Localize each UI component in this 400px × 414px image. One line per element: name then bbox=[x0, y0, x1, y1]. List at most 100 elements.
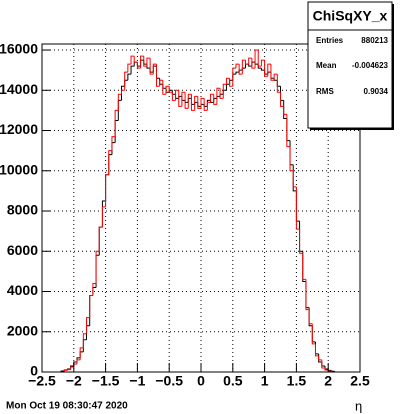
y-tick-label: 2000 bbox=[7, 322, 38, 338]
histogram-bin bbox=[273, 73, 278, 81]
y-tick-label: 12000 bbox=[0, 121, 38, 137]
plot-area bbox=[41, 44, 361, 373]
histogram-bin bbox=[210, 93, 214, 103]
y-tick-label: 16000 bbox=[0, 41, 38, 57]
y-tick-label: 14000 bbox=[0, 81, 38, 97]
histogram-bin bbox=[162, 80, 167, 95]
histogram-bin bbox=[248, 57, 252, 65]
histogram-bin bbox=[318, 355, 322, 361]
y-tick-label: 8000 bbox=[7, 202, 38, 218]
histogram-bin bbox=[206, 101, 211, 111]
stats-label: Mean bbox=[316, 61, 337, 70]
histogram-bin bbox=[114, 109, 119, 137]
histogram-bin bbox=[308, 309, 313, 325]
histogram-bin bbox=[229, 78, 233, 87]
histogram-bin bbox=[305, 279, 310, 311]
histogram-bin bbox=[187, 93, 192, 109]
histogram-bin bbox=[133, 56, 138, 63]
histogram-bin bbox=[251, 58, 256, 69]
histogram-bin bbox=[264, 60, 268, 77]
histogram-bin bbox=[267, 63, 271, 77]
histogram-bin bbox=[111, 136, 116, 151]
histogram-bin bbox=[76, 359, 81, 364]
histogram-bin bbox=[283, 106, 287, 115]
x-tick-label: 0.5 bbox=[223, 373, 243, 389]
histogram-bin bbox=[216, 87, 221, 105]
histogram-bin bbox=[86, 317, 90, 334]
histogram-bin bbox=[299, 229, 303, 254]
histogram-bin bbox=[181, 91, 186, 107]
histogram-bin bbox=[213, 94, 217, 105]
histogram-bin bbox=[79, 347, 84, 360]
histogram-bin bbox=[238, 64, 243, 75]
histogram-bin bbox=[197, 96, 201, 109]
histogram-bin bbox=[190, 94, 195, 111]
histogram-bin bbox=[98, 226, 103, 252]
x-tick-label: −1 bbox=[129, 373, 145, 389]
histogram-bin bbox=[254, 49, 259, 69]
footer: Mon Oct 19 08:30:47 2020 bbox=[6, 401, 128, 412]
histogram-bin bbox=[302, 253, 306, 280]
histogram-bin bbox=[82, 333, 87, 348]
histogram-bin bbox=[270, 64, 275, 81]
histogram-bin bbox=[175, 89, 179, 101]
x-tick-label: −0.5 bbox=[155, 373, 183, 389]
x-tick-label: 1.5 bbox=[287, 373, 307, 389]
histogram-bin bbox=[89, 295, 93, 318]
histogram-bin bbox=[219, 88, 224, 99]
histogram-bin bbox=[143, 56, 147, 67]
histogram-bin bbox=[130, 55, 135, 65]
histogram-bin bbox=[63, 369, 68, 372]
y-tick-label: 4000 bbox=[7, 282, 38, 298]
histogram-bin bbox=[121, 89, 125, 95]
y-tick-label: 0 bbox=[30, 363, 38, 379]
histogram-bin bbox=[146, 57, 151, 67]
stats-value: -0.004623 bbox=[352, 61, 389, 70]
histogram-bin bbox=[165, 85, 170, 95]
x-tick-label: 2 bbox=[324, 373, 332, 389]
histogram-bin bbox=[225, 77, 230, 85]
stats-title: ChiSqXY_x bbox=[313, 8, 388, 24]
histogram-bin bbox=[276, 74, 281, 93]
histogram-bin bbox=[184, 92, 189, 109]
histogram-bin bbox=[95, 250, 100, 284]
stats-value: 0.9034 bbox=[364, 87, 389, 96]
histogram-bin bbox=[289, 146, 294, 172]
histogram-bin bbox=[280, 92, 284, 107]
histogram-bin bbox=[121, 85, 125, 101]
histogram-bin bbox=[245, 60, 249, 65]
histogram-bin bbox=[152, 63, 157, 75]
histogram-bin bbox=[168, 86, 173, 93]
x-tick-label: −2.5 bbox=[28, 373, 56, 389]
histogram-bin bbox=[232, 67, 236, 87]
histogram-bin bbox=[92, 282, 97, 296]
histogram-bin bbox=[286, 114, 291, 148]
x-tick-label: 1 bbox=[261, 373, 269, 389]
stats-value: 880213 bbox=[361, 36, 388, 45]
histogram-bin bbox=[70, 366, 74, 370]
histogram-bin bbox=[248, 64, 252, 67]
histogram-bin bbox=[124, 71, 128, 91]
histogram-bin bbox=[66, 369, 71, 371]
stats-label: Entries bbox=[316, 36, 344, 45]
histogram-bin bbox=[130, 65, 135, 75]
histogram-bin bbox=[257, 50, 262, 67]
histogram-bin bbox=[260, 68, 265, 71]
y-tick-label: 10000 bbox=[0, 161, 38, 177]
histogram-bin bbox=[194, 95, 198, 111]
x-tick-label: −1.5 bbox=[92, 373, 120, 389]
stats-box bbox=[307, 1, 393, 129]
histogram-bin bbox=[314, 343, 319, 357]
histogram-bin bbox=[117, 93, 122, 111]
histogram-bin bbox=[136, 62, 141, 69]
y-tick-label: 6000 bbox=[7, 242, 38, 258]
histogram-bin bbox=[260, 59, 265, 67]
histogram-bin bbox=[200, 97, 205, 109]
histogram-bin bbox=[324, 367, 329, 371]
histogram-bin bbox=[311, 323, 316, 345]
histogram-bin bbox=[235, 71, 240, 75]
x-tick-label: 0 bbox=[197, 373, 205, 389]
histogram-bin bbox=[292, 170, 297, 188]
histogram-bin bbox=[241, 59, 246, 75]
